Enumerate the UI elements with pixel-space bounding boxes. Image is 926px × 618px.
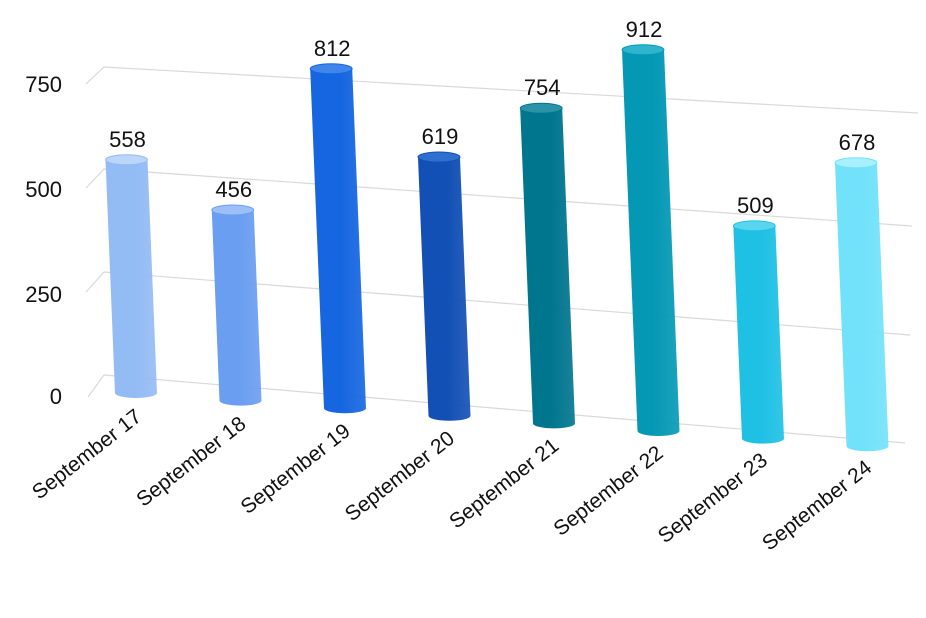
bar: [834, 157, 889, 452]
data-label: 509: [737, 193, 774, 218]
data-label: 812: [314, 36, 351, 61]
bar: [519, 102, 575, 429]
bar: [621, 44, 680, 437]
x-tick-label: September 23: [654, 449, 772, 548]
bar: [732, 220, 784, 444]
bar-body: [834, 162, 889, 452]
bar-body: [417, 157, 471, 421]
data-label: 558: [109, 127, 146, 152]
data-label: 678: [839, 130, 876, 155]
gridlines: [85, 66, 919, 444]
x-tick-label: September 17: [28, 405, 146, 504]
bar-top: [732, 220, 776, 232]
bar-top: [519, 102, 563, 114]
bar: [211, 204, 262, 406]
x-tick-label: September 24: [758, 456, 876, 556]
bar-body: [211, 209, 262, 406]
y-axis-ticks: 0 250 500 750: [25, 72, 62, 409]
gridline: [85, 168, 913, 227]
bar-top: [211, 204, 255, 216]
x-tick-label: September 21: [445, 434, 563, 533]
y-tick-label: 500: [25, 177, 62, 202]
x-tick-label: September 19: [237, 419, 355, 518]
bar-body: [520, 108, 575, 429]
bars: [105, 44, 889, 452]
y-tick-label: 0: [50, 384, 62, 409]
data-label: 912: [626, 17, 663, 42]
y-tick-label: 750: [25, 72, 62, 97]
bar: [309, 63, 366, 414]
x-tick-label: September 22: [549, 441, 667, 540]
gridline: [85, 271, 911, 336]
bar-body: [310, 68, 366, 414]
data-labels: 558 456 812 619 754 912 509 678: [109, 17, 875, 218]
x-tick-label: September 20: [341, 427, 459, 526]
bar-top: [621, 44, 665, 56]
bar-body: [621, 49, 680, 437]
bar-body: [733, 225, 784, 444]
bar-top: [417, 151, 461, 163]
data-label: 754: [524, 75, 561, 100]
bar-top: [834, 157, 878, 169]
gridline: [85, 66, 919, 114]
bar-top: [105, 154, 149, 166]
bar: [417, 151, 471, 421]
y-tick-label: 250: [25, 282, 62, 307]
data-label: 456: [215, 177, 252, 202]
x-tick-label: September 18: [132, 412, 250, 511]
data-label: 619: [422, 124, 459, 149]
bar-top: [309, 63, 353, 75]
bar-body: [105, 159, 157, 398]
bar: [105, 154, 157, 398]
